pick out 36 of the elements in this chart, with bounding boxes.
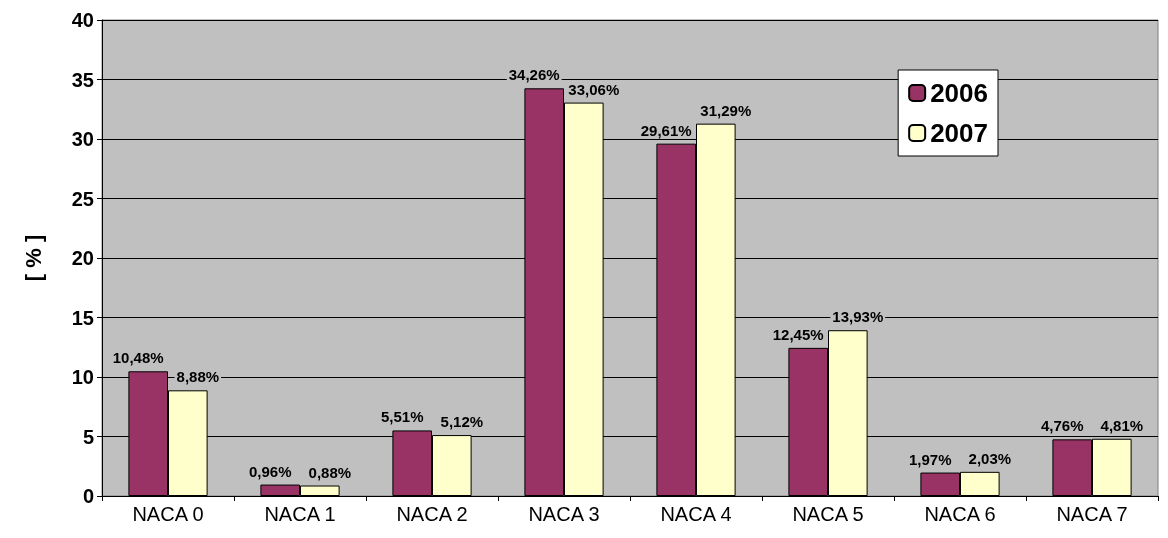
y-tick-label: 25 <box>71 187 94 210</box>
y-tick-label: 5 <box>82 425 94 448</box>
data-label: 10,48% <box>112 349 164 367</box>
data-label: 8,88% <box>176 368 220 386</box>
data-label: 31,29% <box>700 101 752 119</box>
data-label: 0,88% <box>308 463 352 481</box>
data-label: 4,81% <box>1100 416 1144 434</box>
legend-label: 2007 <box>930 118 988 148</box>
data-label: 5,12% <box>440 413 484 431</box>
y-tick-label: 30 <box>71 128 94 150</box>
y-tick-label: 40 <box>71 9 94 31</box>
x-tick-label: NACA 2 <box>396 503 468 525</box>
x-tick-label: NACA 0 <box>132 503 204 525</box>
x-tick-label: NACA 6 <box>924 503 996 525</box>
y-tick-label: 0 <box>82 485 94 507</box>
y-tick-label: 15 <box>71 306 94 329</box>
x-tick-label: NACA 1 <box>264 503 336 525</box>
x-tick-label: NACA 5 <box>792 503 864 525</box>
legend-label: 2006 <box>930 78 988 108</box>
y-axis-title: [ % ] <box>20 234 46 282</box>
data-label: 34,26% <box>508 66 560 84</box>
y-tick-label: 10 <box>71 366 94 388</box>
y-tick-label: 20 <box>71 247 94 269</box>
data-label: 33,06% <box>568 80 620 98</box>
x-tick-label: NACA 7 <box>1056 503 1128 525</box>
data-label: 5,51% <box>380 408 424 426</box>
data-label: 4,76% <box>1040 417 1084 435</box>
data-label: 2,03% <box>968 449 1012 467</box>
x-tick-label: NACA 4 <box>660 503 732 525</box>
y-tick-label: 35 <box>71 68 94 91</box>
data-label: 0,96% <box>248 462 292 480</box>
data-label: 1,97% <box>908 450 952 468</box>
data-label: 12,45% <box>772 325 824 343</box>
data-label: 29,61% <box>640 121 692 139</box>
data-label: 13,93% <box>832 308 884 326</box>
x-tick-label: NACA 3 <box>528 503 600 525</box>
